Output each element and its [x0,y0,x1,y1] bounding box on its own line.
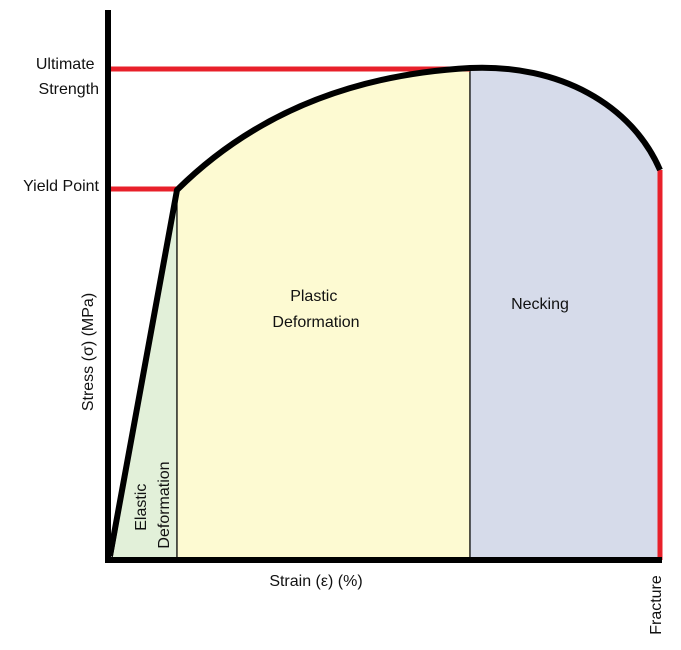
stress-strain-curve [107,64,663,557]
ultimate-strength-label: Ultimate Strength [36,56,99,98]
yield-point-label: Yield Point [23,178,99,195]
y-axis-label: Stress (σ) (MPa) [80,293,97,411]
plastic-region [176,67,471,559]
elastic-deformation-label: Elastic Deformation [133,461,173,548]
x-axis-label: Strain (ε) (%) [269,573,362,590]
fracture-label: Fracture [648,575,665,635]
necking-label: Necking [511,296,569,313]
plastic-deformation-label: Plastic Deformation [272,288,359,331]
